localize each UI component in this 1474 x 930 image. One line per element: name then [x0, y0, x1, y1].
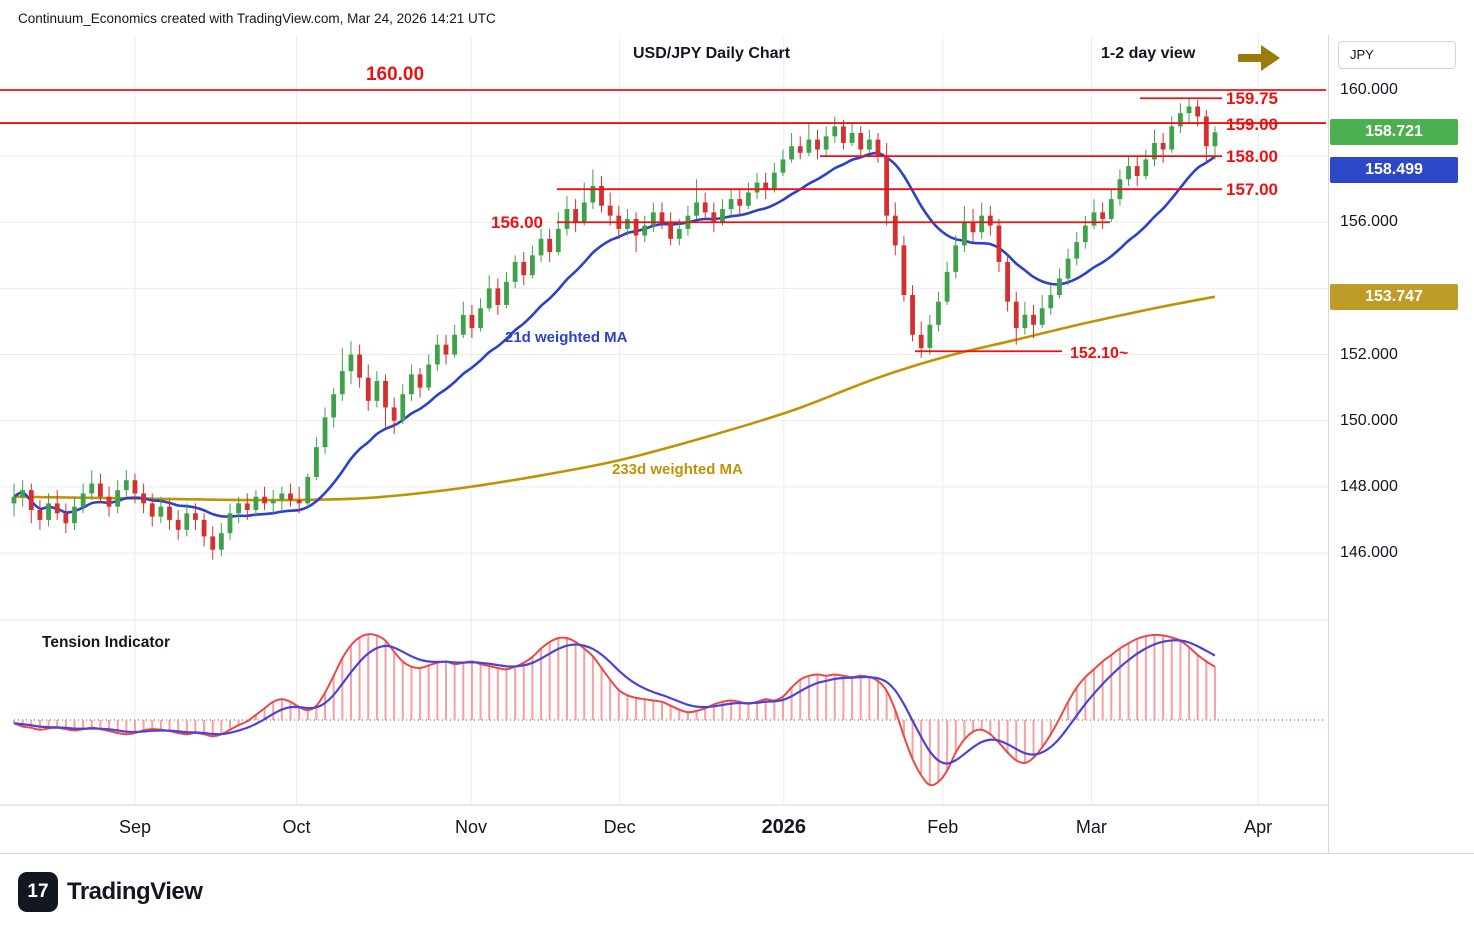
price-scale-separator [1328, 35, 1329, 853]
support-resistance-levels[interactable]: 160.00 159.75 159.00 158.00 157.00 156.00 152.… [0, 64, 1326, 362]
time-axis-label: Mar [1076, 817, 1107, 837]
level-label: 152.10~ [1070, 345, 1128, 362]
arrow-right-icon [1236, 43, 1282, 73]
price-badge: 153.747 [1330, 284, 1458, 310]
level-label: 159.00 [1226, 115, 1278, 134]
price-chart-canvas[interactable]: 160.00 159.75 159.00 158.00 157.00 156.00 152.… [0, 0, 1332, 858]
time-axis-label: Nov [455, 817, 487, 837]
ma233-annotation: 233d weighted MA [612, 461, 743, 478]
time-axis-label: Feb [927, 817, 958, 837]
price-badge: 158.499 [1330, 157, 1458, 183]
ma233-line [13, 295, 1216, 502]
tension-fast-line [13, 633, 1216, 787]
tension-indicator-label: Tension Indicator [42, 634, 171, 651]
time-axis[interactable]: Sep Oct Nov Dec 2026 Feb Mar Apr [119, 816, 1272, 838]
tradingview-logo-text: TradingView [67, 878, 203, 905]
price-scale-label: 150.000 [1340, 411, 1398, 429]
price-scale-label: 152.000 [1340, 345, 1398, 363]
ma21-annotation: 21d weighted MA [505, 329, 628, 346]
price-scale-label: 148.000 [1340, 477, 1398, 495]
candles [11, 98, 1218, 560]
price-scale[interactable]: 160.000 156.000 152.000 150.000 148.000 146.0… [1329, 0, 1474, 853]
price-scale-label: 160.000 [1340, 81, 1398, 98]
ma21-line [13, 151, 1216, 518]
level-label: 159.75 [1226, 89, 1278, 108]
symbol-currency-box[interactable]: JPY [1338, 41, 1456, 69]
chart-title: USD/JPY Daily Chart [633, 45, 791, 62]
chart-bottom-separator [0, 853, 1474, 854]
time-axis-label: Oct [283, 817, 311, 837]
view-note-label: 1-2 day view [1101, 45, 1196, 62]
tradingview-logo[interactable]: 17 TradingView [18, 872, 203, 912]
time-axis-label: 2026 [762, 816, 807, 838]
price-scale-label: 156.000 [1340, 213, 1398, 231]
attribution-text: Continuum_Economics created with Trading… [18, 11, 496, 26]
tradingview-logo-icon: 17 [18, 872, 58, 912]
level-label: 158.00 [1226, 147, 1278, 166]
level-label: 160.00 [366, 64, 424, 85]
time-axis-label: Sep [119, 817, 151, 837]
time-axis-label: Dec [604, 817, 636, 837]
level-label: 157.00 [1226, 180, 1278, 199]
price-scale-label: 146.000 [1340, 543, 1398, 561]
tension-slow-line [13, 639, 1216, 765]
time-axis-label: Apr [1244, 817, 1272, 837]
tension-histogram [13, 634, 1216, 785]
level-label: 156.00 [491, 213, 543, 232]
price-badge: 158.721 [1330, 119, 1458, 145]
